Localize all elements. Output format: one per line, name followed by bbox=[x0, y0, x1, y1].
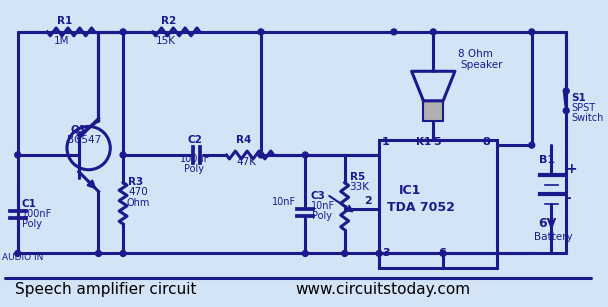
Circle shape bbox=[529, 142, 534, 148]
Text: R5: R5 bbox=[350, 172, 365, 182]
Circle shape bbox=[302, 251, 308, 256]
Circle shape bbox=[376, 251, 382, 256]
Text: -: - bbox=[565, 191, 571, 205]
Text: 10nF: 10nF bbox=[272, 197, 296, 207]
Circle shape bbox=[302, 152, 308, 158]
Text: 3: 3 bbox=[382, 248, 390, 258]
Circle shape bbox=[258, 152, 264, 158]
Text: 470: 470 bbox=[128, 187, 148, 197]
Text: BC547: BC547 bbox=[67, 135, 101, 145]
Text: www.circuitstoday.com: www.circuitstoday.com bbox=[295, 282, 471, 297]
Text: 6: 6 bbox=[438, 248, 446, 258]
Text: 10nF: 10nF bbox=[311, 201, 335, 211]
Text: Q1: Q1 bbox=[71, 124, 87, 134]
Text: SPST: SPST bbox=[571, 103, 595, 113]
Text: 15K: 15K bbox=[156, 36, 176, 46]
Text: 6V: 6V bbox=[539, 217, 557, 230]
Text: 2: 2 bbox=[364, 196, 372, 206]
Circle shape bbox=[95, 251, 102, 256]
Circle shape bbox=[440, 251, 446, 256]
Text: R3: R3 bbox=[128, 177, 143, 187]
Text: 47K: 47K bbox=[237, 157, 257, 167]
Text: Ohm: Ohm bbox=[126, 198, 150, 208]
Circle shape bbox=[120, 251, 126, 256]
Text: B1: B1 bbox=[539, 155, 554, 165]
Text: C1: C1 bbox=[22, 199, 36, 209]
Circle shape bbox=[15, 152, 21, 158]
Circle shape bbox=[258, 29, 264, 35]
Text: 1M: 1M bbox=[54, 36, 70, 46]
Text: C2: C2 bbox=[187, 135, 202, 145]
Text: 8: 8 bbox=[483, 137, 490, 147]
Text: 33K: 33K bbox=[350, 182, 370, 192]
Circle shape bbox=[391, 29, 397, 35]
FancyBboxPatch shape bbox=[423, 101, 443, 121]
Circle shape bbox=[120, 152, 126, 158]
Text: S1: S1 bbox=[571, 93, 586, 103]
Text: Speaker: Speaker bbox=[461, 60, 503, 70]
Circle shape bbox=[120, 29, 126, 35]
Text: TDA 7052: TDA 7052 bbox=[387, 201, 455, 214]
Text: Poly: Poly bbox=[184, 164, 204, 174]
Text: 8 Ohm: 8 Ohm bbox=[458, 49, 492, 59]
Text: K1: K1 bbox=[415, 137, 431, 147]
Text: R1: R1 bbox=[57, 16, 72, 26]
Circle shape bbox=[563, 88, 569, 94]
Circle shape bbox=[430, 29, 436, 35]
Text: Battery: Battery bbox=[534, 232, 572, 242]
Text: IC1: IC1 bbox=[399, 185, 421, 197]
Text: Switch: Switch bbox=[571, 112, 604, 122]
Text: R2: R2 bbox=[161, 16, 176, 26]
Text: AUDIO IN: AUDIO IN bbox=[2, 253, 43, 262]
Text: 1: 1 bbox=[382, 137, 390, 147]
Text: Speech amplifier circuit: Speech amplifier circuit bbox=[15, 282, 196, 297]
Text: 100nF: 100nF bbox=[180, 154, 210, 164]
Text: 100nF: 100nF bbox=[22, 209, 52, 219]
Text: Poly: Poly bbox=[312, 211, 332, 221]
Circle shape bbox=[563, 108, 569, 114]
Circle shape bbox=[342, 251, 348, 256]
Text: C3: C3 bbox=[310, 191, 325, 201]
Circle shape bbox=[529, 29, 534, 35]
Circle shape bbox=[15, 251, 21, 256]
Text: +: + bbox=[565, 162, 577, 176]
Text: Poly: Poly bbox=[22, 219, 42, 229]
Text: R4: R4 bbox=[237, 135, 252, 145]
Text: 5: 5 bbox=[434, 137, 441, 147]
